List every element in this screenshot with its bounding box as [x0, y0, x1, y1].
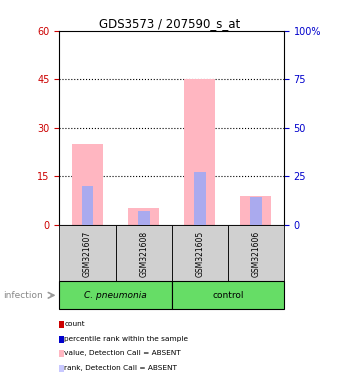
Bar [240, 195, 271, 225]
Bar [59, 321, 64, 328]
Text: GSM321608: GSM321608 [139, 230, 148, 276]
Bar [250, 197, 262, 225]
Bar [59, 281, 172, 309]
Bar [72, 144, 103, 225]
Bar [172, 281, 284, 309]
Bar [116, 225, 172, 282]
Text: GSM321607: GSM321607 [83, 230, 92, 276]
Text: GSM321606: GSM321606 [251, 230, 260, 276]
Text: control: control [212, 291, 243, 300]
Bar [228, 225, 284, 282]
Bar [184, 79, 215, 225]
Text: GSM321605: GSM321605 [195, 230, 204, 276]
Bar [138, 211, 150, 225]
Bar [128, 209, 159, 225]
Text: C. pneumonia: C. pneumonia [84, 291, 147, 300]
Bar [194, 172, 206, 225]
Bar [59, 336, 64, 343]
Text: percentile rank within the sample: percentile rank within the sample [64, 336, 188, 342]
Text: infection: infection [3, 291, 43, 300]
Text: rank, Detection Call = ABSENT: rank, Detection Call = ABSENT [64, 365, 177, 371]
Bar [59, 365, 64, 372]
Bar [82, 186, 94, 225]
Text: count: count [64, 321, 85, 327]
Bar [59, 225, 116, 282]
Text: GDS3573 / 207590_s_at: GDS3573 / 207590_s_at [99, 17, 241, 30]
Bar [59, 350, 64, 357]
Text: value, Detection Call = ABSENT: value, Detection Call = ABSENT [64, 350, 181, 356]
Bar [172, 225, 228, 282]
